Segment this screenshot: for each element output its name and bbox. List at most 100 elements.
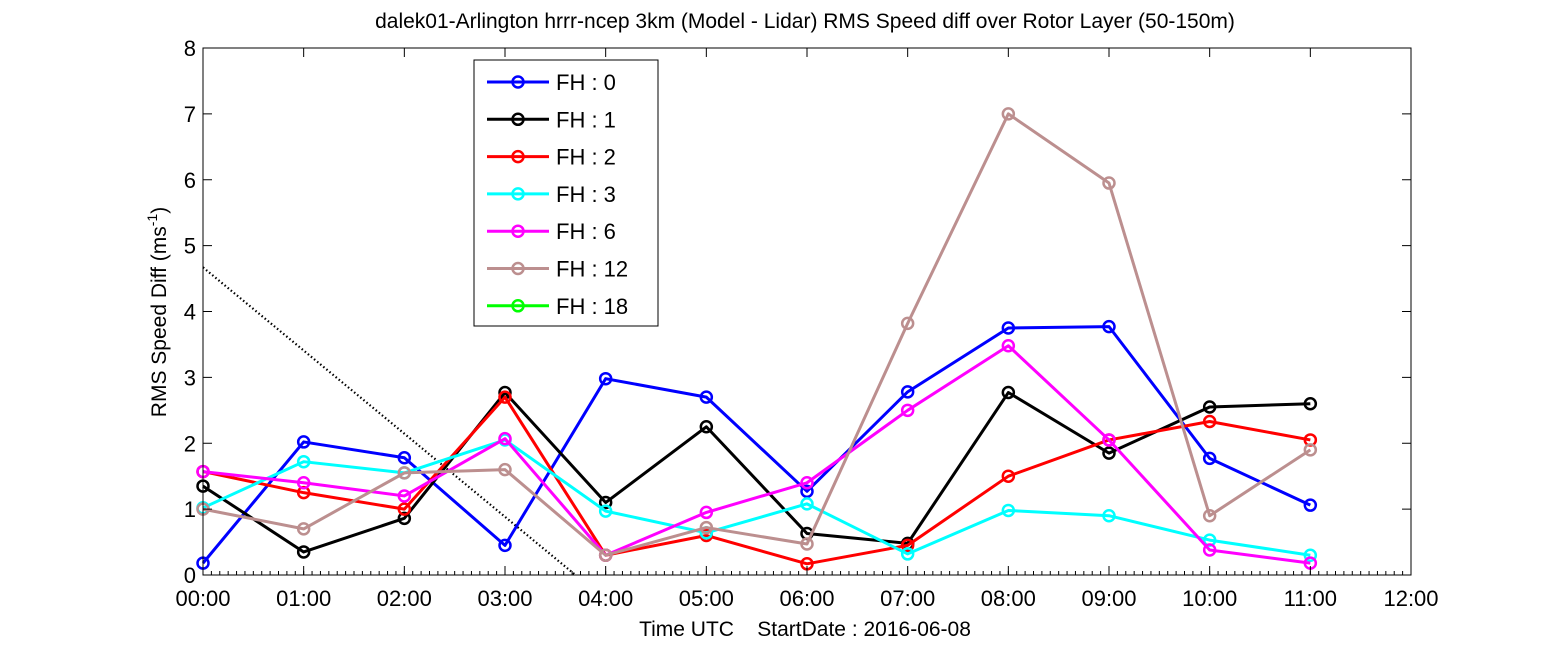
data-point [900,403,915,418]
data-point [1303,443,1318,457]
chart-title: dalek01-Arlington hrrr-ncep 3km (Model -… [375,10,1235,33]
data-point [1001,385,1016,400]
y-tick-label: 7 [184,102,196,127]
data-point [1303,396,1318,411]
legend-label: FH : 12 [556,257,628,282]
y-tick-label: 6 [184,168,196,193]
data-point [900,316,915,331]
data-point [1001,469,1016,483]
x-tick-label: 03:00 [477,586,532,611]
legend-label: FH : 6 [556,219,616,244]
data-point [296,522,311,536]
data-point [1202,400,1217,414]
series-5 [196,107,1318,562]
legend-label: FH : 3 [556,182,616,207]
data-point [1303,498,1318,512]
x-tick-label: 12:00 [1383,586,1438,611]
legend-entry: FH : 6 [487,219,616,244]
y-tick-label: 1 [184,497,196,522]
data-point [800,497,814,511]
data-point [598,371,613,386]
data-point [1001,107,1016,121]
data-point [296,454,311,469]
data-point [296,435,311,449]
y-tick-label: 2 [184,431,196,456]
series-line-4 [202,344,1311,565]
data-point [1202,543,1217,557]
series-line-0 [201,325,1311,565]
legend-entry: FH : 2 [487,145,616,170]
data-point [1102,433,1116,447]
x-axis-label: Time UTC StartDate : 2016-06-08 [639,618,971,641]
data-point [598,504,613,518]
data-point [1303,548,1318,562]
data-point [800,537,814,551]
legend-swatch-marker [511,149,525,164]
x-tick-label: 06:00 [779,586,834,611]
data-point [1001,339,1016,353]
series-0 [196,319,1318,570]
y-axis-label: RMS Speed Diff (ms-1) [144,207,171,417]
x-tick-label: 05:00 [679,586,734,611]
y-tick-label: 3 [184,365,196,390]
data-point [699,390,714,404]
legend-swatch-marker [511,299,525,313]
data-point [699,505,714,520]
x-tick-label: 07:00 [880,586,935,611]
series-1 [196,385,1318,559]
legend-label: FH : 1 [556,107,616,132]
data-point [1102,508,1116,523]
data-point [498,390,512,404]
reference-line-layer [202,266,577,576]
data-point [498,538,512,553]
series-line-1 [202,391,1311,554]
y-axis-label-superscript: -1 [144,214,160,227]
data-point [1102,319,1116,334]
axis-layer: 00:00 01:00 02:00 03:00 04:00 05:00 06:00 07:00… [175,36,1438,611]
y-tick-label: 0 [184,563,196,588]
x-tick-label: 02:00 [377,586,432,611]
data-point [900,385,915,399]
legend-label: FH : 0 [556,70,616,95]
y-tick-label: 5 [184,234,196,259]
legend: FH : 0 FH : 1 FH : 2 FH : 3 FH : 6 FH : 12 FH … [473,59,659,327]
legend-swatch-marker [511,112,525,127]
data-point [699,420,714,434]
legend-swatch-marker [511,75,525,89]
data-point [296,545,311,559]
y-tick-label: 4 [184,300,196,325]
series-line-5 [202,112,1312,557]
data-point [598,495,613,510]
series-layer [196,107,1318,571]
data-point [397,450,412,465]
y-tick-label: 8 [184,36,196,61]
data-point [1202,451,1217,466]
data-point [800,484,814,499]
x-tick-label: 10:00 [1182,586,1237,611]
data-point [397,489,412,503]
data-point [498,462,512,477]
data-point [1102,446,1116,460]
x-tick-label: 09:00 [1081,586,1136,611]
x-tick-label: 04:00 [578,586,633,611]
data-point [1202,508,1217,523]
legend-entry: FH : 1 [487,107,616,132]
legend-entry: FH : 12 [487,257,628,282]
legend-label: FH : 18 [556,294,628,319]
data-point [397,502,412,516]
legend-entry: FH : 0 [487,70,616,95]
data-point [296,476,311,490]
legend-swatch-marker [511,224,525,238]
legend-swatch-marker [511,187,525,201]
legend-entry: FH : 3 [487,182,616,207]
data-point [598,548,613,562]
data-point [397,466,412,480]
data-point [498,431,512,446]
reference-dotted-line [202,266,577,576]
series-line-2 [202,395,1311,566]
x-tick-label: 00:00 [175,586,230,611]
x-tick-label: 08:00 [981,586,1036,611]
legend-swatch-marker [511,261,525,276]
y-axis-label-tail: ) [148,207,171,214]
